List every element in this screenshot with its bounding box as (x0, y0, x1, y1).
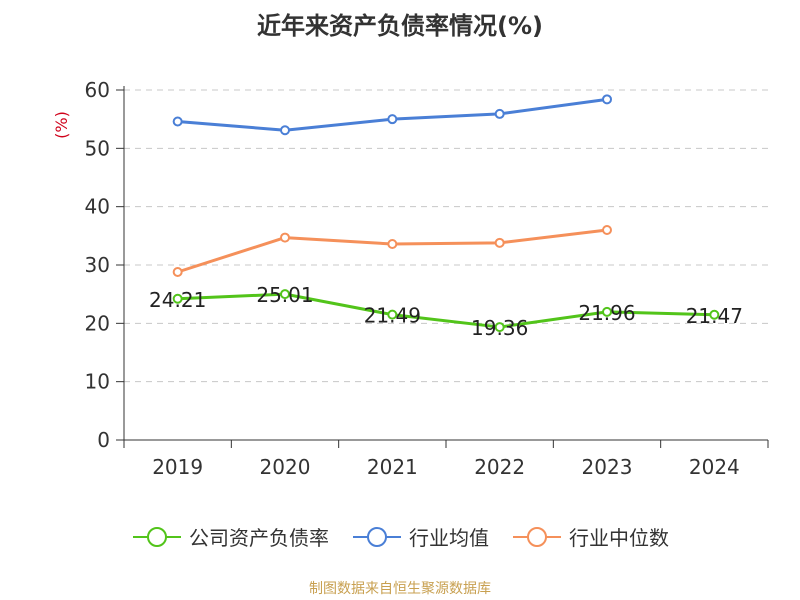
y-tick-label: 60 (85, 78, 110, 102)
x-tick-label: 2024 (689, 455, 740, 479)
data-point (494, 322, 505, 333)
legend-item[interactable]: 行业均值 (351, 522, 489, 551)
data-source-note: 制图数据来自恒生聚源数据库 (309, 581, 491, 597)
legend-swatch-icon (511, 525, 563, 549)
data-point (602, 306, 612, 317)
data-label: 25.01 (256, 283, 313, 307)
legend-swatch-icon (131, 525, 183, 549)
data-point (494, 108, 505, 119)
data-point (387, 239, 398, 249)
chart-title: 近年来资产负债率情况(%) (257, 12, 543, 40)
series-line-2 (177, 228, 608, 274)
data-point (172, 267, 183, 277)
data-point (172, 116, 183, 127)
y-axis-label: (%) (52, 111, 71, 139)
data-label: 21.96 (578, 301, 635, 325)
data-point (494, 237, 505, 248)
legend-label: 公司资产负债率 (189, 526, 329, 550)
legend-label: 行业中位数 (569, 526, 669, 550)
data-label: 24.21 (149, 288, 206, 312)
data-point (602, 225, 612, 235)
legend-label: 行业均值 (409, 526, 489, 550)
data-point (709, 309, 720, 320)
y-tick-label: 0 (97, 428, 110, 452)
x-tick-label: 2021 (367, 455, 418, 479)
legend-item[interactable]: 公司资产负债率 (131, 522, 329, 551)
y-tick-label: 30 (85, 253, 110, 277)
y-tick-label: 40 (85, 195, 110, 219)
series-line-0 (177, 292, 715, 329)
data-point (280, 289, 290, 300)
x-tick-label: 2022 (474, 455, 525, 479)
y-tick-label: 50 (85, 136, 110, 160)
x-tick-label: 2020 (260, 455, 311, 479)
chart-legend: 公司资产负债率 行业均值 行业中位数 (0, 522, 800, 551)
data-label: 21.47 (686, 304, 743, 328)
x-tick-label: 2023 (582, 455, 633, 479)
data-point (280, 125, 290, 136)
y-tick-label: 10 (85, 370, 110, 394)
legend-item[interactable]: 行业中位数 (511, 522, 669, 551)
data-point (387, 309, 398, 320)
data-point (280, 232, 290, 243)
data-label: 19.36 (471, 316, 528, 340)
y-tick-label: 20 (85, 311, 110, 335)
x-tick-label: 2019 (152, 455, 203, 479)
data-point (602, 94, 612, 105)
data-point (172, 293, 183, 304)
legend-swatch-icon (351, 525, 403, 549)
data-label: 21.49 (364, 304, 421, 328)
data-point (387, 114, 398, 125)
